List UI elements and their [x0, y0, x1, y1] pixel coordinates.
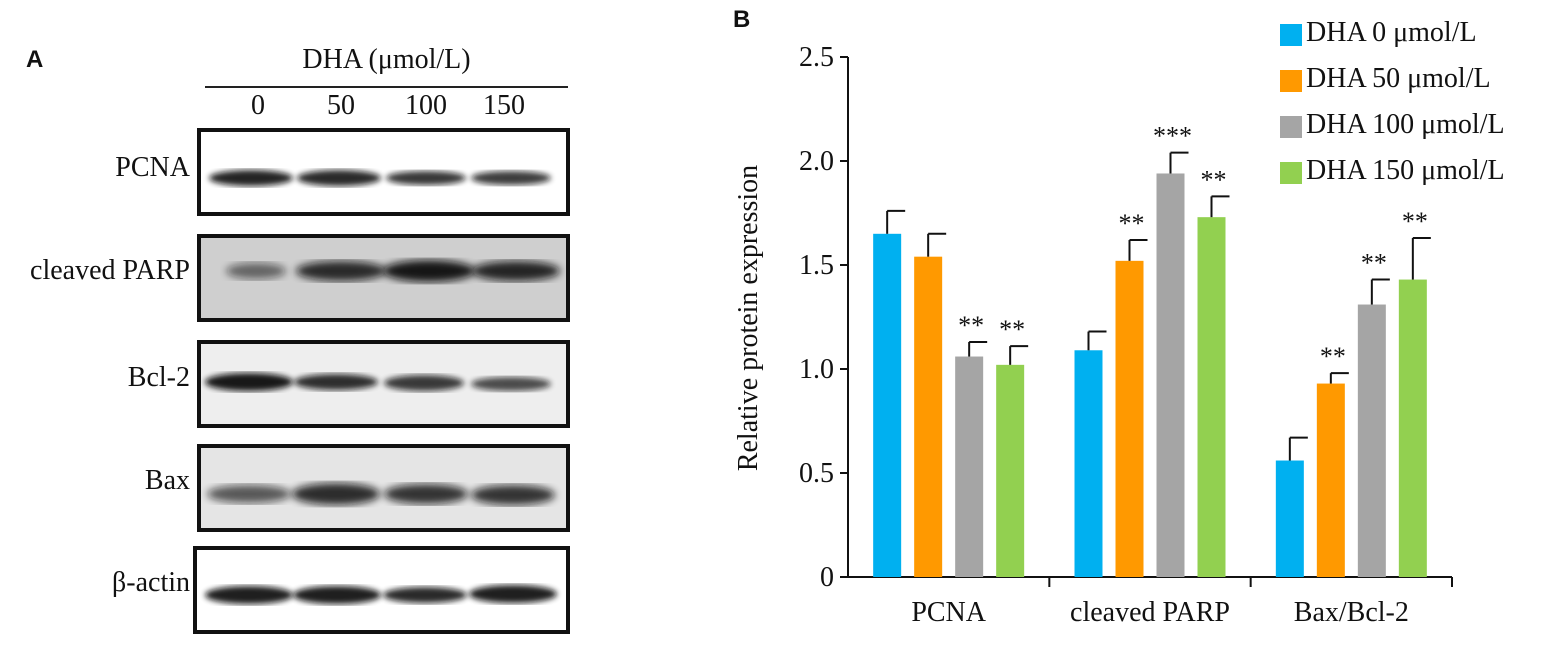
blot-label-pcna: PCNA: [115, 152, 190, 183]
bar: [1156, 173, 1185, 578]
significance-label: **: [999, 315, 1025, 344]
bar: [1398, 279, 1427, 577]
bar: [1357, 304, 1386, 577]
y-tick-label: 1.0: [799, 354, 834, 385]
significance-label: **: [1201, 165, 1227, 194]
chart-axes: 0 0.5 1.0 1.5 2.0 2.5 PCNA cleaved PARP Bax/Bcl-…: [799, 42, 1453, 628]
legend-swatch: [1280, 24, 1302, 46]
significance-label: **: [1119, 209, 1145, 238]
y-tick-label: 1.5: [799, 250, 834, 281]
blot-cleaved-parp-bands: [201, 238, 566, 318]
blot-label-bcl2: Bcl-2: [127, 362, 190, 393]
panel-a-letter: A: [26, 46, 44, 73]
treatment-header-rule: [205, 86, 568, 88]
blot-bcl2: [197, 340, 570, 428]
bar: [996, 364, 1025, 577]
legend-label: DHA 100 μmol/L: [1306, 109, 1505, 140]
legend-label: DHA 0 μmol/L: [1306, 17, 1477, 48]
lane-label: 50: [327, 90, 355, 121]
bar: [1074, 350, 1103, 577]
bar: [1197, 217, 1226, 577]
x-tick-label: cleaved PARP: [1070, 597, 1230, 628]
legend-label: DHA 50 μmol/L: [1306, 63, 1491, 94]
blot-beta-actin-bands: [205, 585, 557, 604]
bar: [914, 256, 943, 577]
bar: [873, 233, 902, 578]
bar: [955, 356, 984, 577]
y-tick-label: 2.0: [799, 146, 834, 177]
blot-label-bax: Bax: [144, 465, 190, 496]
y-axis-label: Relative protein expression: [733, 165, 764, 471]
y-tick-label: 0: [820, 562, 834, 593]
panel-b-letter: B: [733, 6, 751, 33]
x-tick-label: PCNA: [911, 597, 986, 628]
legend-swatch: [1280, 116, 1302, 138]
chart-bars: ** ***************: [873, 122, 1431, 578]
lane-label: 150: [483, 90, 525, 121]
significance-label: **: [1320, 342, 1346, 371]
bar: [1275, 460, 1304, 577]
x-tick-label: Bax/Bcl-2: [1294, 597, 1409, 628]
treatment-header: DHA (μmol/L): [302, 44, 471, 75]
significance-label: **: [1402, 207, 1428, 236]
legend-swatch: [1280, 70, 1302, 92]
blot-label-beta-actin: β-actin: [112, 567, 190, 598]
blot-beta-actin: [193, 546, 570, 634]
blot-bax-bands: [207, 483, 555, 505]
lane-label: 0: [251, 90, 265, 121]
blot-pcna: [197, 128, 570, 216]
legend-label: DHA 150 μmol/L: [1306, 155, 1505, 186]
blot-bcl2-bands: [205, 373, 551, 391]
y-tick-label: 0.5: [799, 458, 834, 489]
legend-swatch: [1280, 162, 1302, 184]
blot-bax: [197, 444, 570, 532]
blot-cleaved-parp: [197, 234, 570, 322]
blot-pcna-bands: [209, 170, 551, 186]
bar: [1115, 260, 1144, 577]
blot-label-cleaved-parp: cleaved PARP: [30, 255, 190, 286]
bar: [1316, 383, 1345, 577]
significance-label: **: [1361, 249, 1387, 278]
significance-label: ***: [1153, 122, 1192, 151]
significance-label: **: [958, 311, 984, 340]
y-tick-label: 2.5: [799, 42, 834, 73]
lane-label: 100: [405, 90, 447, 121]
